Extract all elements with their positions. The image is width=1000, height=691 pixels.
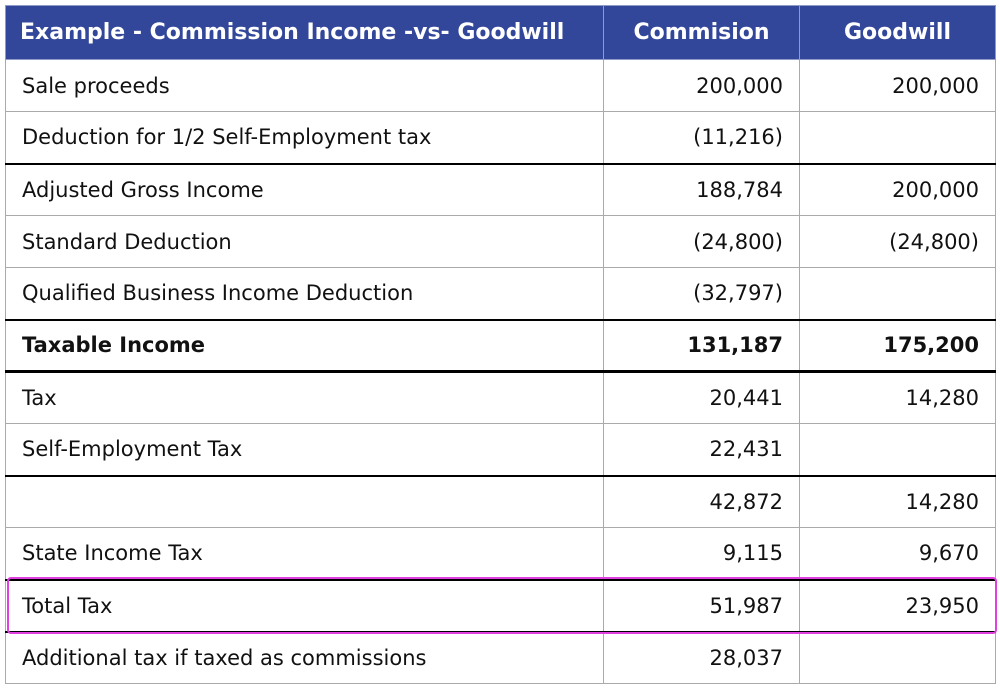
label-cell: Tax <box>5 370 604 424</box>
value-cell: 200,000 <box>799 59 996 112</box>
value-cell: 20,441 <box>603 370 800 424</box>
table-row: Adjusted Gross Income 188,784 200,000 <box>5 162 996 216</box>
table-row: Total Tax 51,987 23,950 <box>5 578 996 632</box>
value-cell: 14,280 <box>799 370 996 424</box>
table-row: Standard Deduction (24,800) (24,800) <box>5 215 996 268</box>
value-cell: 9,670 <box>799 527 996 580</box>
table-row: 42,872 14,280 <box>5 474 996 528</box>
table-row: Additional tax if taxed as commissions 28… <box>5 630 996 684</box>
label-cell: Taxable Income <box>5 318 604 372</box>
table-row: Sale proceeds 200,000 200,000 <box>5 59 996 112</box>
label-cell: Self-Employment Tax <box>5 423 604 476</box>
label-cell: Deduction for 1/2 Self-Employment tax <box>5 111 604 164</box>
value-cell: (11,216) <box>603 111 800 164</box>
label-cell: Sale proceeds <box>5 59 604 112</box>
value-cell: 200,000 <box>603 59 800 112</box>
header-cell: Example - Commission Income -vs- Goodwil… <box>5 5 604 60</box>
value-cell: 22,431 <box>603 423 800 476</box>
label-cell: Additional tax if taxed as commissions <box>5 630 604 684</box>
value-cell: (24,800) <box>603 215 800 268</box>
table-row: Deduction for 1/2 Self-Employment tax (11… <box>5 111 996 164</box>
value-cell <box>799 267 996 320</box>
table-row: Tax 20,441 14,280 <box>5 370 996 424</box>
header-cell: Commision <box>603 5 800 60</box>
value-cell: 42,872 <box>603 474 800 528</box>
header-row: Example - Commission Income -vs- Goodwil… <box>5 5 996 60</box>
label-cell: Adjusted Gross Income <box>5 162 604 216</box>
label-cell: Qualified Business Income Deduction <box>5 267 604 320</box>
label-cell: Total Tax <box>5 578 604 632</box>
label-cell: Standard Deduction <box>5 215 604 268</box>
value-cell <box>799 111 996 164</box>
value-cell: 28,037 <box>603 630 800 684</box>
highlight-box <box>7 577 997 634</box>
value-cell <box>799 630 996 684</box>
value-cell: (32,797) <box>603 267 800 320</box>
comparison-table: Example - Commission Income -vs- Goodwil… <box>5 5 996 684</box>
label-cell: State Income Tax <box>5 527 604 580</box>
table-body: Sale proceeds 200,000 200,000 Deduction for… <box>5 59 996 684</box>
label-cell <box>5 474 604 528</box>
value-cell: 23,950 <box>799 578 996 632</box>
value-cell: 131,187 <box>603 318 800 372</box>
value-cell <box>799 423 996 476</box>
table-row: Taxable Income 131,187 175,200 <box>5 318 996 372</box>
table-row: Self-Employment Tax 22,431 <box>5 423 996 476</box>
value-cell: 200,000 <box>799 162 996 216</box>
header-cell: Goodwill <box>799 5 996 60</box>
value-cell: 14,280 <box>799 474 996 528</box>
value-cell: (24,800) <box>799 215 996 268</box>
table-row: Qualified Business Income Deduction (32,7… <box>5 267 996 320</box>
value-cell: 9,115 <box>603 527 800 580</box>
table-row: State Income Tax 9,115 9,670 <box>5 527 996 580</box>
value-cell: 188,784 <box>603 162 800 216</box>
value-cell: 175,200 <box>799 318 996 372</box>
